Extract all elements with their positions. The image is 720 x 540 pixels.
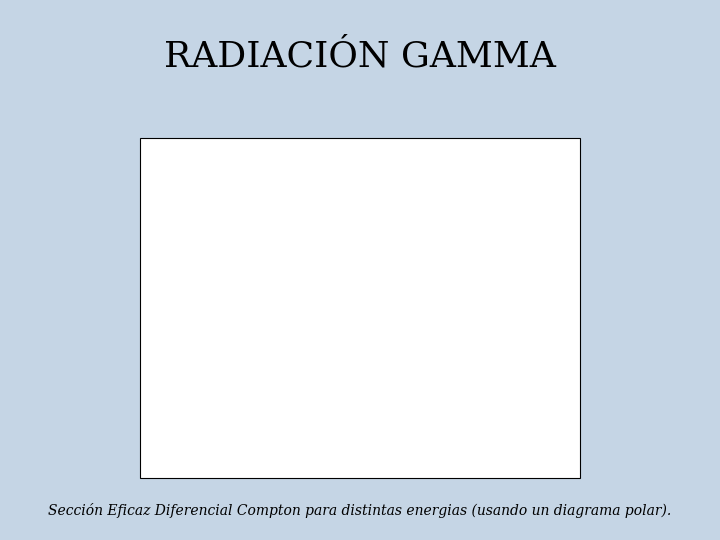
Text: 90°: 90°: [375, 148, 397, 161]
Text: Sección Eficaz Diferencial Compton para distintas energias (usando un diagrama p: Sección Eficaz Diferencial Compton para …: [48, 503, 672, 518]
Text: θ: θ: [516, 266, 523, 279]
Text: 0°: 0°: [520, 301, 534, 314]
Text: 90°: 90°: [375, 455, 397, 468]
Text: 1 keV: 1 keV: [318, 188, 352, 201]
Text: 500 keV: 500 keV: [370, 243, 419, 256]
Text: 100 keV: 100 keV: [336, 217, 385, 230]
Text: RADIACIÓN GAMMA: RADIACIÓN GAMMA: [164, 40, 556, 73]
Text: 10 MeV: 10 MeV: [451, 258, 498, 272]
Text: 2 MeV: 2 MeV: [454, 240, 492, 253]
Text: 180°: 180°: [169, 301, 200, 314]
